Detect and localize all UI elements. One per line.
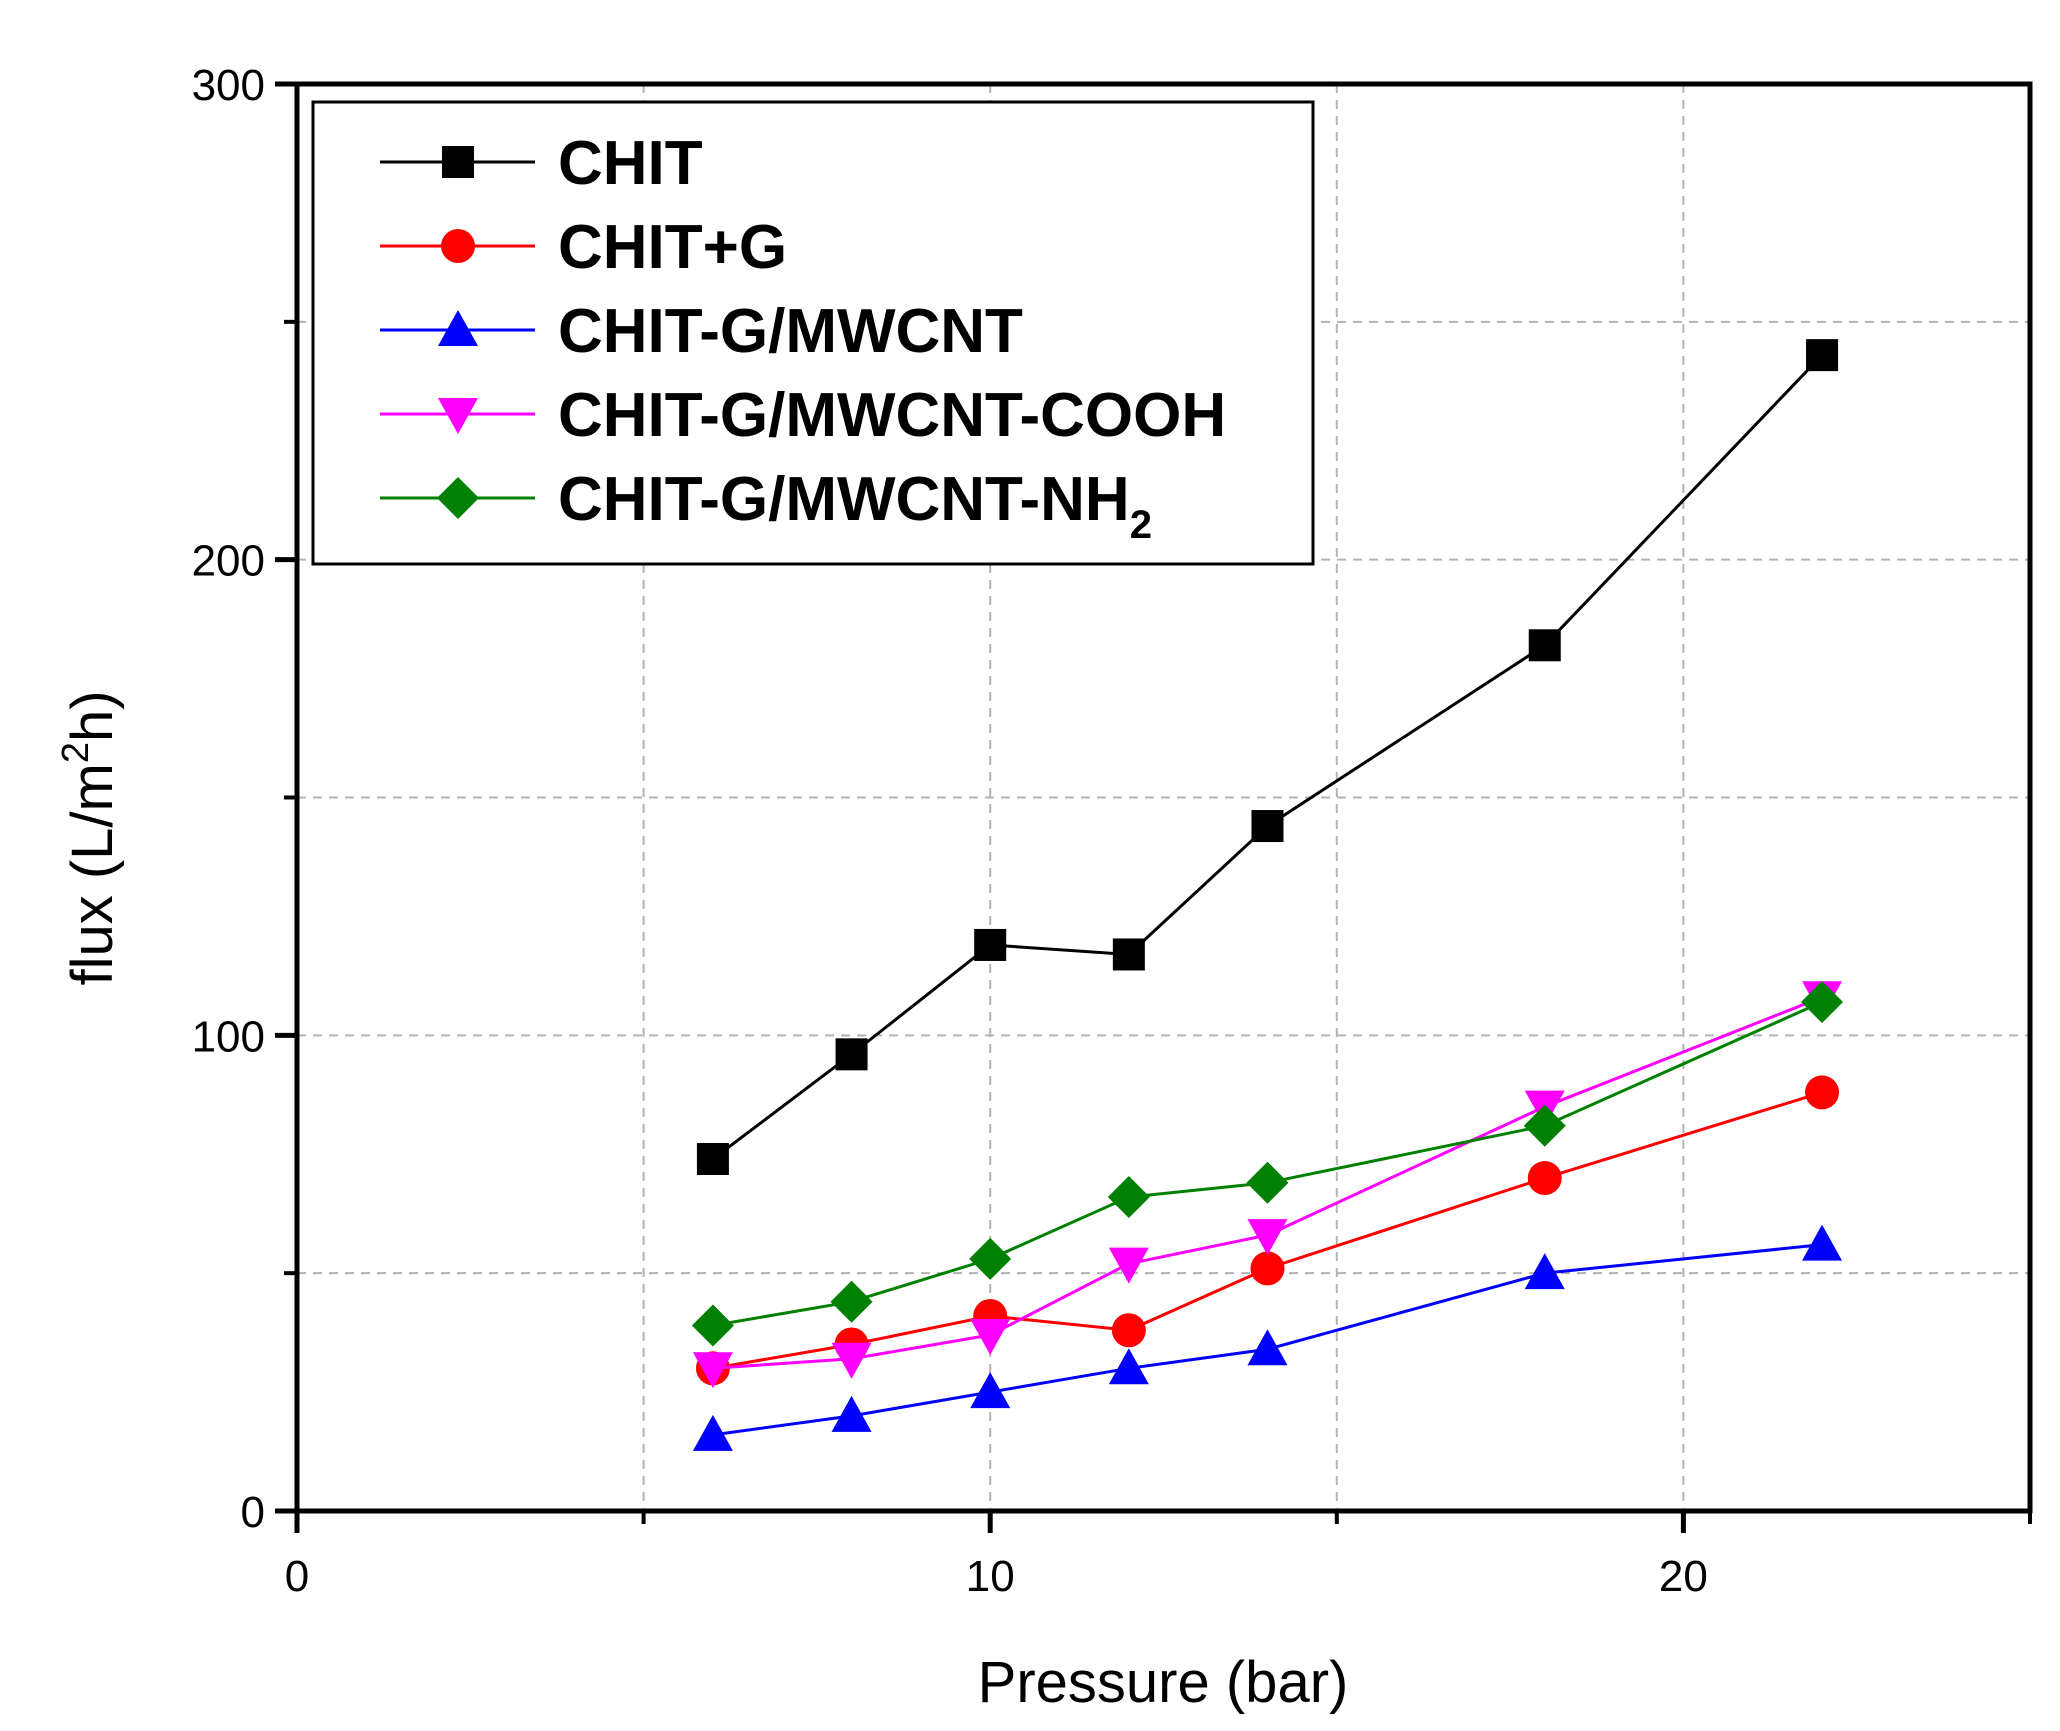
data-point-s3-6 <box>1524 1253 1565 1290</box>
legend-label-text-2: CHIT+G <box>558 213 787 282</box>
legend-marker-5 <box>437 477 479 519</box>
legend-label-2: CHIT+G <box>558 213 787 282</box>
data-point-s4-2 <box>831 1342 872 1379</box>
legend-marker-3 <box>438 310 478 346</box>
y-tick-label-200: 200 <box>192 537 265 586</box>
y-axis-title: flux (L/m2h) <box>55 690 125 985</box>
data-point-s2-5 <box>1250 1251 1285 1286</box>
legend-label-text-3: CHIT-G/MWCNT <box>558 297 1023 366</box>
y-tick-label-100: 100 <box>192 1012 265 1061</box>
data-point-s5-1 <box>691 1304 734 1347</box>
data-point-s2-6 <box>1527 1161 1562 1196</box>
y-axis-title-superscript: 2 <box>55 742 97 763</box>
y-tick-label-0: 0 <box>241 1488 265 1537</box>
legend-marker-4 <box>438 398 478 434</box>
x-tick-label-10: 10 <box>966 1552 1015 1601</box>
data-point-s1-7 <box>1806 339 1839 372</box>
x-axis-title: Pressure (bar) <box>978 1650 1349 1715</box>
legend-label-3: CHIT-G/MWCNT <box>558 297 1023 366</box>
data-point-s5-6 <box>1523 1104 1566 1147</box>
y-axis-title-main: flux (L/m <box>60 763 125 985</box>
series-1 <box>696 339 1839 1176</box>
data-point-s5-3 <box>969 1237 1012 1280</box>
data-point-s4-4 <box>1108 1247 1149 1284</box>
y-axis-title-end: h) <box>60 690 125 742</box>
data-point-s1-2 <box>835 1038 868 1071</box>
legend-box <box>311 100 1315 566</box>
legend-label-text-1: CHIT <box>558 129 703 198</box>
data-point-s4-5 <box>1247 1219 1288 1256</box>
data-point-s5-4 <box>1107 1176 1150 1219</box>
legend: CHIT CHIT+G CHIT-G/MWCNT CHIT-G/MWCNT-COOH C… <box>311 100 1315 566</box>
legend-label-subscript-5: 2 <box>1130 503 1152 547</box>
data-point-s3-4 <box>1108 1348 1149 1385</box>
data-point-s3-7 <box>1802 1224 1843 1261</box>
data-point-s3-1 <box>692 1414 733 1451</box>
legend-marker-2 <box>441 229 475 263</box>
series-3 <box>692 1224 1843 1451</box>
data-point-s1-4 <box>1112 938 1145 971</box>
data-point-s5-2 <box>830 1280 873 1323</box>
data-point-s2-7 <box>1805 1075 1840 1110</box>
data-point-s4-1 <box>692 1352 733 1389</box>
data-point-s1-5 <box>1251 810 1284 843</box>
data-point-s1-1 <box>696 1143 729 1176</box>
data-point-s1-3 <box>974 928 1007 961</box>
data-point-s5-7 <box>1801 981 1844 1024</box>
data-point-s1-6 <box>1528 629 1561 662</box>
legend-label-text-5: CHIT-G/MWCNT-NH <box>558 465 1130 534</box>
x-tick-label-20: 20 <box>1659 1552 1708 1601</box>
data-point-s3-5 <box>1247 1329 1288 1366</box>
data-point-s2-4 <box>1111 1313 1146 1348</box>
legend-label-5: CHIT-G/MWCNT-NH2 <box>558 465 1152 547</box>
data-point-s4-3 <box>970 1319 1011 1356</box>
y-tick-label-300: 300 <box>192 61 265 110</box>
legend-label-text-4: CHIT-G/MWCNT-COOH <box>558 381 1226 450</box>
series-group <box>691 339 1844 1451</box>
data-point-s5-5 <box>1246 1161 1289 1204</box>
series-5 <box>691 981 1844 1347</box>
legend-marker-1 <box>442 146 474 178</box>
data-point-s3-2 <box>831 1395 872 1432</box>
legend-label-1: CHIT <box>558 129 703 198</box>
legend-label-4: CHIT-G/MWCNT-COOH <box>558 381 1226 450</box>
data-point-s3-3 <box>970 1372 1011 1409</box>
x-tick-label-0: 0 <box>285 1552 309 1601</box>
